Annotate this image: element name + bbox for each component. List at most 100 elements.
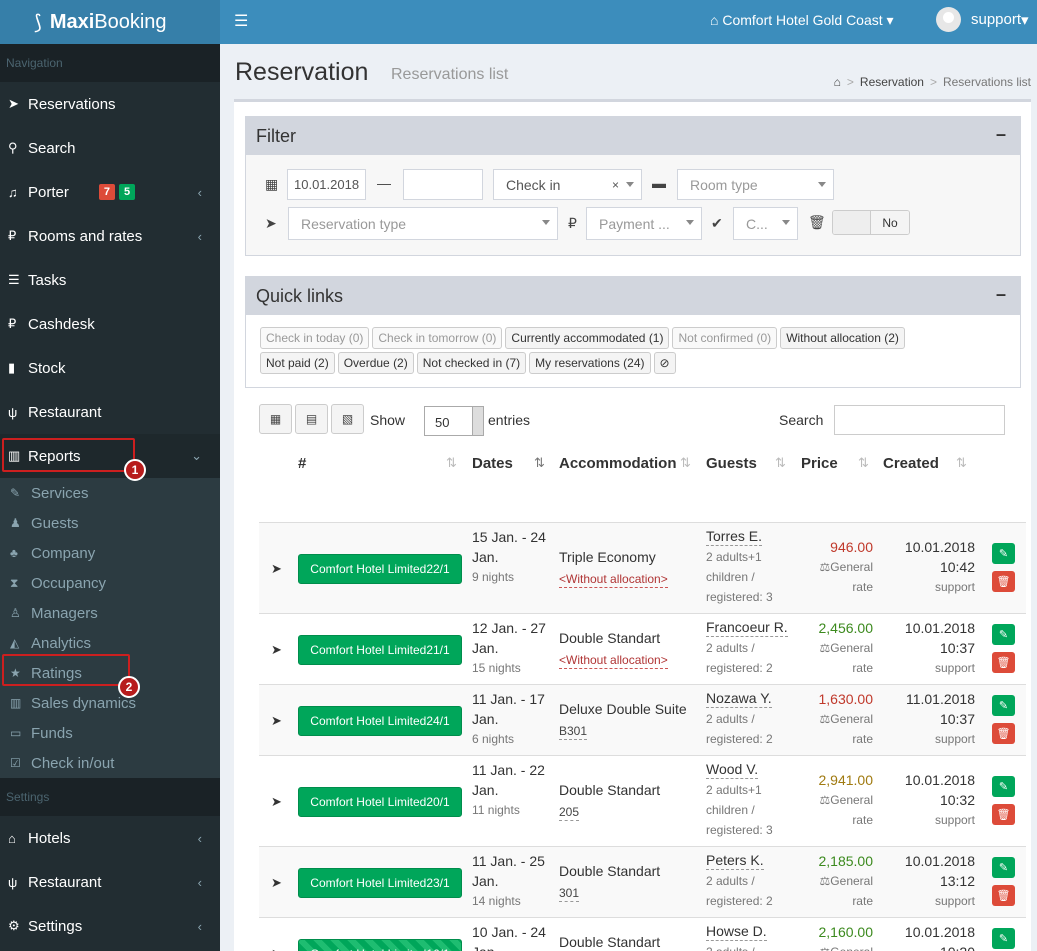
edit-button[interactable]: ✎ xyxy=(992,928,1015,949)
delete-button[interactable]: 🗑 xyxy=(992,571,1015,592)
quick-link[interactable]: My reservations (24) xyxy=(529,352,651,374)
edit-button[interactable]: ✎ xyxy=(992,543,1015,564)
column-header-created[interactable]: Created xyxy=(883,455,939,472)
quick-link[interactable]: Check in today (0) xyxy=(260,327,370,349)
deleted-toggle[interactable]: No xyxy=(832,210,910,235)
sidebar-item-hotels[interactable]: ⌂ Hotels ‹ xyxy=(0,816,220,860)
edit-button[interactable]: ✎ xyxy=(992,776,1015,797)
sidebar-item-tasks[interactable]: ☰ Tasks xyxy=(0,258,220,302)
guest-name[interactable]: Francoeur R. xyxy=(706,619,788,637)
guest-name[interactable]: Torres E. xyxy=(706,528,763,546)
quick-link[interactable]: Currently accommodated (1) xyxy=(505,327,670,349)
reservation-hotel-button[interactable]: Comfort Hotel Limited16/1 xyxy=(298,939,462,951)
sidebar-item-settings[interactable]: ⚙ Settings ‹ xyxy=(0,904,220,948)
edit-button[interactable]: ✎ xyxy=(992,695,1015,716)
sidebar-subitem-managers[interactable]: ♙ Managers xyxy=(0,598,220,628)
sidebar-subitem-company[interactable]: ♣ Company xyxy=(0,538,220,568)
quick-link[interactable]: Not checked in (7) xyxy=(416,352,527,374)
sidebar-item-cashdesk[interactable]: ₽ Cashdesk xyxy=(0,302,220,346)
home-icon[interactable]: ⌂ xyxy=(833,75,841,89)
collapse-icon[interactable]: – xyxy=(995,124,1006,144)
sidebar-subitem-occupancy[interactable]: ⧗ Occupancy xyxy=(0,568,220,598)
price-cell: 1,630.00 ⚖General rate xyxy=(807,689,874,749)
reservation-type-select[interactable]: Reservation type xyxy=(288,207,558,240)
sidebar-item-stock[interactable]: ▮ Stock xyxy=(0,346,220,390)
export-pdf-button[interactable]: ▤ xyxy=(295,404,328,434)
edit-button[interactable]: ✎ xyxy=(992,624,1015,645)
breadcrumb-reservation[interactable]: Reservation xyxy=(859,75,924,89)
user-menu[interactable]: support ▾ xyxy=(936,7,1029,32)
reservation-hotel-button[interactable]: Comfort Hotel Limited23/1 xyxy=(298,868,462,898)
sidebar-item-porter[interactable]: ♫ Porter 7 5 ‹ xyxy=(0,170,220,214)
created-cell: 10.01.2018 10:42 support xyxy=(889,537,975,597)
sidebar-item-search[interactable]: ⚲ Search xyxy=(0,126,220,170)
sort-icon[interactable]: ⇅ xyxy=(858,455,869,470)
column-header-number[interactable]: # xyxy=(298,455,307,472)
delete-button[interactable]: 🗑 xyxy=(992,885,1015,906)
guest-name[interactable]: Howse D. xyxy=(706,923,767,941)
quick-link[interactable]: Overdue (2) xyxy=(337,352,414,374)
room-allocation[interactable]: <Without allocation> xyxy=(559,653,668,669)
sidebar-subitem-sales-dynamics[interactable]: ▥ Sales dynamics xyxy=(0,688,220,718)
guest-name[interactable]: Nozawa Y. xyxy=(706,690,772,708)
reservation-hotel-button[interactable]: Comfort Hotel Limited22/1 xyxy=(298,554,462,584)
room-allocation[interactable]: 301 xyxy=(559,886,580,902)
trash-icon: 🗑 xyxy=(996,809,1011,821)
reservation-hotel-button[interactable]: Comfort Hotel Limited24/1 xyxy=(298,706,462,736)
edit-button[interactable]: ✎ xyxy=(992,857,1015,878)
reservation-hotel-button[interactable]: Comfort Hotel Limited21/1 xyxy=(298,635,462,665)
sort-icon[interactable]: ⇅ xyxy=(446,455,457,470)
hotel-selector[interactable]: ⌂ Comfort Hotel Gold Coast ▾ xyxy=(710,12,894,29)
subitem-label: Guests xyxy=(31,514,79,532)
date-to-input[interactable] xyxy=(403,169,483,200)
room-allocation[interactable]: 205 xyxy=(559,805,580,821)
main-box: Filter – ▦ 10.01.2018 — Check in × ▬ Room … xyxy=(234,99,1031,951)
logo[interactable]: ⟆ Maxi Booking xyxy=(0,0,220,44)
ruble-icon: ₽ xyxy=(8,316,17,331)
collapse-icon[interactable]: – xyxy=(995,284,1006,304)
date-type-select[interactable]: Check in × xyxy=(493,169,642,200)
menu-toggle-icon[interactable]: ☰ xyxy=(234,13,249,30)
column-header-dates[interactable]: Dates xyxy=(472,455,513,472)
guest-name[interactable]: Wood V. xyxy=(706,761,759,779)
sidebar-subitem-services[interactable]: ✎ Services xyxy=(0,478,220,508)
star-icon: ★ xyxy=(10,666,21,680)
room-allocation[interactable]: <Without allocation> xyxy=(559,572,668,588)
export-excel-button[interactable]: ▧ xyxy=(331,404,364,434)
sort-icon[interactable]: ⇅ xyxy=(956,455,967,470)
sidebar-item-reservations[interactable]: ➤ Reservations xyxy=(0,82,220,126)
sidebar-subitem-funds[interactable]: ▭ Funds xyxy=(0,718,220,748)
column-header-accommodation[interactable]: Accommodation xyxy=(559,455,677,472)
delete-button[interactable]: 🗑 xyxy=(992,652,1015,673)
sidebar-item-restaurant[interactable]: ψ Restaurant xyxy=(0,390,220,434)
search-input[interactable] xyxy=(834,405,1005,435)
column-header-guests[interactable]: Guests xyxy=(706,455,757,472)
sidebar-item-restaurant-settings[interactable]: ψ Restaurant ‹ xyxy=(0,860,220,904)
quick-link[interactable]: Not paid (2) xyxy=(260,352,335,374)
column-header-price[interactable]: Price xyxy=(801,455,838,472)
delete-button[interactable]: 🗑 xyxy=(992,723,1015,744)
guest-name[interactable]: Peters K. xyxy=(706,852,764,870)
reservation-hotel-button[interactable]: Comfort Hotel Limited20/1 xyxy=(298,787,462,817)
sidebar-subitem-check-in-out[interactable]: ☑ Check in/out xyxy=(0,748,220,778)
clear-icon[interactable]: × xyxy=(611,177,619,192)
confirmed-select[interactable]: C... xyxy=(733,207,798,240)
clear-filter-icon[interactable]: ⊘ xyxy=(653,352,676,374)
sort-icon[interactable]: ⇅ xyxy=(775,455,786,470)
sidebar-subitem-guests[interactable]: ♟ Guests xyxy=(0,508,220,538)
payment-select[interactable]: Payment ... xyxy=(586,207,702,240)
date-from-input[interactable]: 10.01.2018 xyxy=(287,169,366,200)
room-allocation[interactable]: B301 xyxy=(559,724,588,740)
quick-link[interactable]: Check in tomorrow (0) xyxy=(372,327,503,349)
sort-icon[interactable]: ⇅ xyxy=(680,455,691,470)
room-type-select[interactable]: Room type xyxy=(677,169,834,200)
delete-button[interactable]: 🗑 xyxy=(992,804,1015,825)
sidebar-subitem-ratings[interactable]: ★ Ratings xyxy=(0,658,220,688)
sort-desc-icon[interactable]: ⇅ xyxy=(534,455,545,470)
sidebar-subitem-analytics[interactable]: ◭ Analytics xyxy=(0,628,220,658)
quick-link[interactable]: Not confirmed (0) xyxy=(672,327,778,349)
quick-link[interactable]: Without allocation (2) xyxy=(780,327,905,349)
sidebar-item-rooms-rates[interactable]: ₽ Rooms and rates ‹ xyxy=(0,214,220,258)
columns-button[interactable]: ▦ xyxy=(259,404,292,434)
entries-select[interactable]: 50 xyxy=(424,406,484,436)
